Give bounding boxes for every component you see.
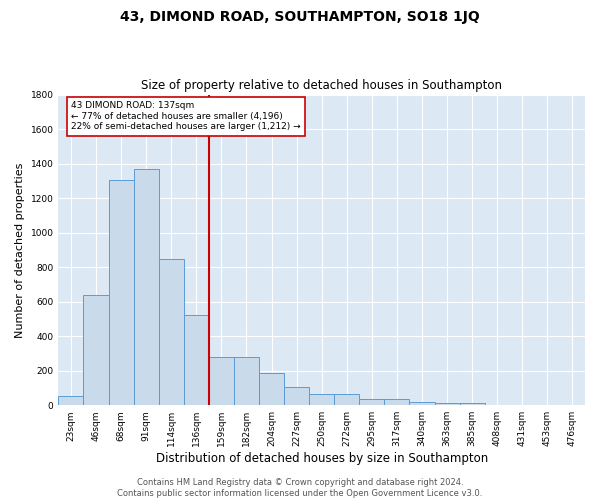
Bar (409, 402, 434, 405)
Title: Size of property relative to detached houses in Southampton: Size of property relative to detached ho… (141, 79, 502, 92)
Bar (259, 374, 284, 405)
Bar (334, 394, 359, 405)
Y-axis label: Number of detached properties: Number of detached properties (15, 162, 25, 338)
Bar (434, 404, 460, 405)
Bar (284, 387, 309, 405)
X-axis label: Distribution of detached houses by size in Southampton: Distribution of detached houses by size … (155, 452, 488, 465)
Bar (134, 169, 159, 405)
Bar (184, 314, 209, 405)
Bar (309, 394, 334, 405)
Bar (159, 258, 184, 405)
Bar (83, 295, 109, 405)
Bar (385, 399, 409, 405)
Text: 43 DIMOND ROAD: 137sqm
← 77% of detached houses are smaller (4,196)
22% of semi-: 43 DIMOND ROAD: 137sqm ← 77% of detached… (71, 102, 301, 132)
Bar (359, 399, 385, 405)
Bar (234, 357, 259, 405)
Text: Contains HM Land Registry data © Crown copyright and database right 2024.
Contai: Contains HM Land Registry data © Crown c… (118, 478, 482, 498)
Bar (109, 180, 134, 405)
Text: 43, DIMOND ROAD, SOUTHAMPTON, SO18 1JQ: 43, DIMOND ROAD, SOUTHAMPTON, SO18 1JQ (120, 10, 480, 24)
Bar (58, 396, 83, 405)
Bar (209, 357, 234, 405)
Bar (460, 402, 485, 405)
